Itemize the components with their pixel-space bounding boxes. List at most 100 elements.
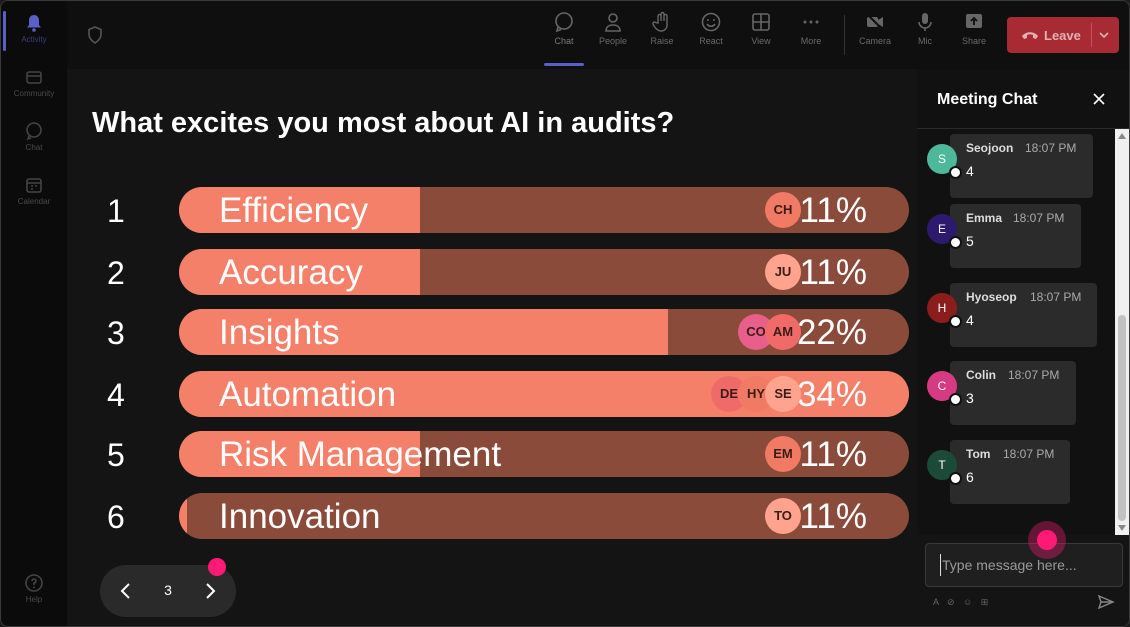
rail-label-chat: Chat bbox=[25, 143, 43, 152]
sender-name: Emma bbox=[966, 211, 1003, 225]
format-toolbar[interactable]: A ⊘ ☺ ⊞ bbox=[933, 597, 992, 607]
text-caret bbox=[940, 554, 941, 576]
poll-question: What excites you most about AI in audits… bbox=[92, 107, 675, 139]
option-percent: 11% bbox=[799, 435, 867, 474]
toolbar-view-button[interactable]: View bbox=[737, 11, 785, 46]
leave-button[interactable]: Leave bbox=[1007, 17, 1119, 53]
toolbar-camera-button[interactable]: Camera bbox=[851, 11, 899, 46]
option-bar-fill bbox=[179, 249, 420, 295]
chevron-right-icon[interactable] bbox=[200, 581, 220, 601]
toolbar-view-label: View bbox=[751, 36, 771, 46]
option-percent: 11% bbox=[799, 191, 867, 230]
voter-avatar: EM bbox=[765, 436, 801, 472]
rail-item-community[interactable]: Community bbox=[1, 67, 67, 98]
sender-name: Hyoseop bbox=[966, 290, 1017, 304]
toolbar-people-label: People bbox=[598, 36, 628, 46]
message-text: 6 bbox=[966, 469, 974, 485]
option-bar-fill bbox=[179, 493, 187, 539]
chevron-left-icon[interactable] bbox=[116, 581, 136, 601]
chat-message[interactable]: Emma 18:07 PM 5 E bbox=[927, 204, 1097, 268]
option-label: Innovation bbox=[219, 497, 381, 536]
toolbar-react-button[interactable]: React bbox=[687, 11, 735, 46]
chat-header-divider bbox=[917, 128, 1129, 129]
close-icon[interactable] bbox=[1091, 91, 1107, 107]
rail-active-indicator bbox=[3, 11, 6, 51]
option-bar: Automation 34% DE HY SE bbox=[179, 371, 909, 417]
message-bubble: Colin 18:07 PM 3 bbox=[950, 361, 1076, 425]
page-number: 3 bbox=[164, 582, 172, 598]
option-percent: 11% bbox=[799, 253, 867, 292]
toolbar-share-label: Share bbox=[961, 36, 987, 46]
chat-message-input[interactable] bbox=[940, 555, 1114, 575]
scroll-down-arrow-icon[interactable] bbox=[1118, 525, 1126, 531]
toolbar-share-button[interactable]: Share bbox=[950, 11, 998, 46]
poll-stage: What excites you most about AI in audits… bbox=[67, 69, 917, 626]
sender-avatar[interactable]: E bbox=[927, 214, 957, 244]
rail-label-help: Help bbox=[25, 595, 43, 604]
message-text: 4 bbox=[966, 163, 974, 179]
option-percent: 34% bbox=[796, 375, 867, 414]
toolbar-chat-label: Chat bbox=[554, 36, 574, 46]
option-number: 3 bbox=[107, 315, 125, 351]
shield-icon[interactable] bbox=[85, 25, 105, 45]
notification-dot bbox=[208, 558, 226, 576]
leave-split-divider bbox=[1091, 23, 1092, 47]
option-bar: Risk Management 11% EM bbox=[179, 431, 909, 477]
option-label: Insights bbox=[219, 313, 340, 352]
poll-option-row: 4 Automation 34% DE HY SE bbox=[67, 371, 917, 417]
toolbar-react-label: React bbox=[699, 36, 723, 46]
chat-message[interactable]: Hyoseop 18:07 PM 4 H bbox=[927, 283, 1097, 347]
rail-label-activity: Activity bbox=[21, 35, 47, 44]
sender-name: Colin bbox=[966, 368, 996, 382]
chat-message-field[interactable] bbox=[925, 543, 1123, 587]
toolbar-raise-label: Raise bbox=[650, 36, 674, 46]
message-text: 3 bbox=[966, 390, 974, 406]
message-bubble: Tom 18:07 PM 6 bbox=[950, 440, 1070, 504]
chat-title: Meeting Chat bbox=[937, 91, 1038, 108]
leave-label: Leave bbox=[1044, 28, 1081, 43]
sender-name: Seojoon bbox=[966, 141, 1014, 155]
rail-item-chat[interactable]: Chat bbox=[1, 121, 67, 152]
option-number: 1 bbox=[107, 193, 125, 229]
rail-item-activity[interactable]: Activity bbox=[1, 13, 67, 44]
chat-scrollbar[interactable] bbox=[1115, 129, 1129, 535]
option-number: 2 bbox=[107, 255, 125, 291]
poll-option-row: 3 Insights 22% CO AM bbox=[67, 309, 917, 355]
community-icon bbox=[26, 71, 42, 84]
presence-status-dot bbox=[949, 315, 962, 328]
chevron-down-icon[interactable] bbox=[1098, 29, 1110, 41]
voter-avatar: AM bbox=[765, 314, 801, 350]
app-rail: Activity Community Chat Calendar Help bbox=[1, 1, 67, 626]
option-number: 5 bbox=[107, 437, 125, 473]
option-bar: Accuracy 11% JU bbox=[179, 249, 909, 295]
option-percent: 11% bbox=[799, 497, 867, 536]
message-text: 5 bbox=[966, 233, 974, 249]
bell-icon bbox=[27, 15, 41, 32]
message-bubble: Hyoseop 18:07 PM 4 bbox=[950, 283, 1097, 347]
chat-message[interactable]: Colin 18:07 PM 3 C bbox=[927, 361, 1097, 425]
toolbar-chat-button[interactable]: Chat bbox=[540, 11, 588, 46]
option-number: 6 bbox=[107, 499, 125, 535]
toolbar-raise-button[interactable]: Raise bbox=[638, 11, 686, 46]
chat-message[interactable]: Tom 18:07 PM 6 T bbox=[927, 440, 1097, 504]
more-dots-icon bbox=[803, 20, 819, 24]
toolbar-people-button[interactable]: People bbox=[589, 11, 637, 46]
poll-option-row: 5 Risk Management 11% EM bbox=[67, 431, 917, 477]
calendar-icon bbox=[26, 178, 42, 193]
toolbar-camera-label: Camera bbox=[858, 36, 891, 46]
poll-option-row: 2 Accuracy 11% JU bbox=[67, 249, 917, 295]
active-tab-indicator bbox=[544, 63, 584, 66]
rail-item-help[interactable]: Help bbox=[1, 573, 67, 604]
chat-scroll-thumb[interactable] bbox=[1118, 315, 1126, 521]
option-bar-fill bbox=[179, 431, 420, 477]
rail-item-calendar[interactable]: Calendar bbox=[1, 175, 67, 206]
scroll-up-arrow-icon[interactable] bbox=[1118, 133, 1126, 139]
pointer-highlight bbox=[1028, 521, 1066, 559]
send-icon[interactable] bbox=[1097, 593, 1115, 611]
toolbar-mic-button[interactable]: Mic bbox=[901, 11, 949, 46]
toolbar-more-button[interactable]: More bbox=[787, 11, 835, 46]
camera-off-icon bbox=[866, 13, 884, 31]
voter-avatar: JU bbox=[765, 254, 801, 290]
chat-message[interactable]: Seojoon 18:07 PM 4 S bbox=[927, 134, 1097, 198]
presence-status-dot bbox=[949, 236, 962, 249]
